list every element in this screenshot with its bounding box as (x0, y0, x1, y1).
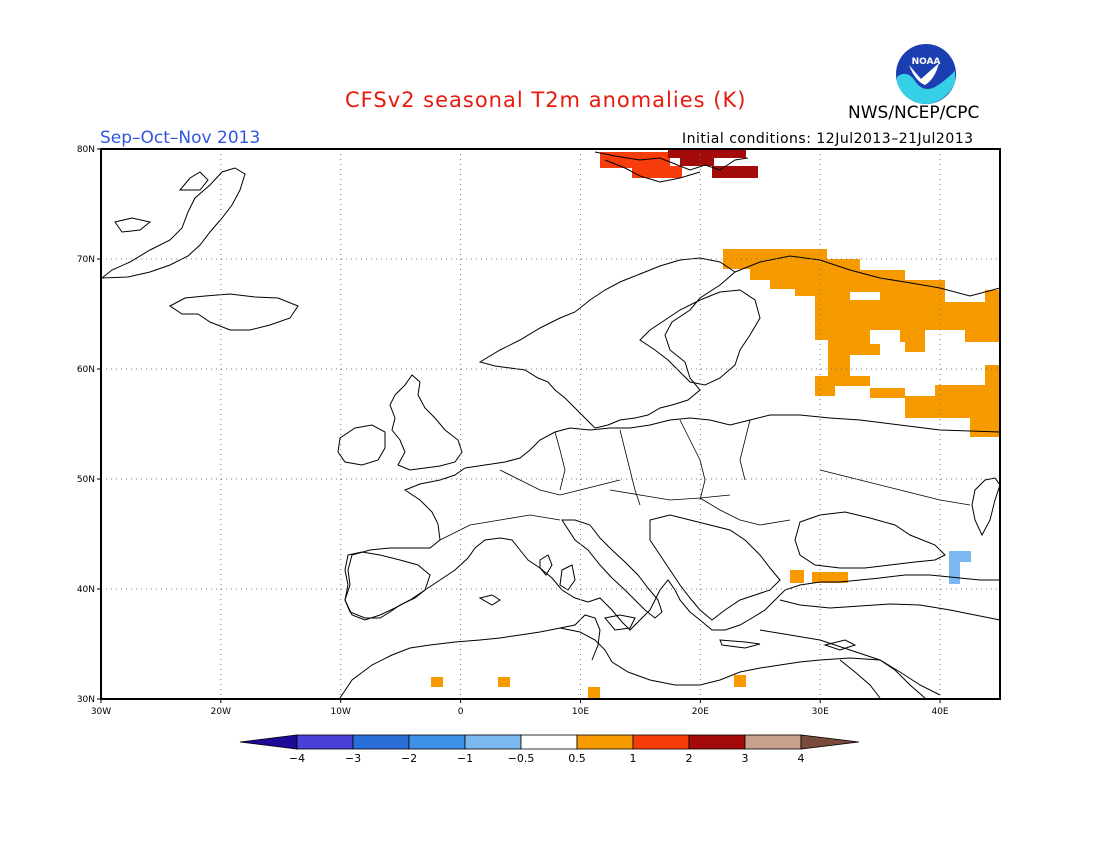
noaa-logo-icon: NOAA (896, 44, 956, 104)
map-title: CFSv2 seasonal T2m anomalies (K) (345, 88, 747, 112)
colorbar-segment (632, 734, 690, 750)
lon-tick-label: 0 (458, 707, 464, 717)
colorbar-segment (296, 734, 354, 750)
anomaly-cell (632, 166, 682, 178)
lon-tick-label: 20E (692, 707, 709, 717)
anomaly-cell-white (870, 330, 900, 344)
colorbar-segment (352, 734, 410, 750)
anomaly-cell-white (850, 292, 880, 300)
colorbar-arrow-right (800, 734, 860, 750)
lat-tick-label: 60N (77, 365, 95, 375)
colorbar-segment (744, 734, 802, 750)
anomaly-cell (600, 152, 670, 168)
lon-tick-label: 30E (812, 707, 829, 717)
lat-tick-label: 40N (77, 585, 95, 595)
colorbar-segment (576, 734, 634, 750)
colorbar-label: −0.5 (508, 752, 535, 765)
map-frame (100, 148, 1001, 700)
axis-ticks: 30W 20W 10W 0 10E 20E 30E 40E 30N 40N 50N 60N 70N 80N (77, 145, 949, 717)
colorbar-label: 3 (742, 752, 749, 765)
anomaly-cell (790, 570, 804, 583)
colorbar-label: −1 (457, 752, 473, 765)
lat-tick-label: 30N (77, 695, 95, 705)
colorbar-arrow-left (239, 734, 298, 750)
anomaly-cell (431, 677, 443, 687)
anomaly-cell (949, 562, 960, 584)
colorbar-segment (408, 734, 466, 750)
anomaly-cell (680, 158, 714, 166)
colorbar-label: 0.5 (568, 752, 586, 765)
anomaly-fill (431, 150, 1000, 699)
anomaly-cell (812, 572, 848, 583)
logo-text: NOAA (912, 57, 941, 67)
lon-tick-label: 10W (331, 707, 351, 717)
lon-tick-label: 20W (211, 707, 231, 717)
colorbar-segment (520, 734, 578, 750)
lat-tick-label: 70N (77, 255, 95, 265)
anomaly-cell (734, 675, 746, 687)
season-label: Sep–Oct–Nov 2013 (100, 128, 261, 148)
coastlines (100, 151, 1001, 699)
colorbar: −4 −3 −2 −1 −0.5 0.5 1 2 3 4 (239, 734, 860, 765)
anomaly-cell (588, 687, 600, 699)
colorbar-label: −4 (289, 752, 305, 765)
colorbar-label: 2 (686, 752, 693, 765)
graticule (101, 149, 1000, 699)
lon-tick-label: 40E (931, 707, 948, 717)
colorbar-label: −3 (345, 752, 361, 765)
anomaly-region-russia (723, 249, 1000, 437)
anomaly-cell (668, 150, 746, 158)
colorbar-label: 1 (630, 752, 637, 765)
lat-tick-label: 80N (77, 145, 95, 155)
colorbar-segment (464, 734, 522, 750)
anomaly-cell (949, 551, 971, 562)
colorbar-segment (688, 734, 746, 750)
colorbar-label: 4 (798, 752, 805, 765)
lon-tick-label: 10E (572, 707, 589, 717)
anomaly-cell (498, 677, 510, 687)
lat-tick-label: 50N (77, 475, 95, 485)
agency-label: NWS/NCEP/CPC (848, 103, 980, 123)
lon-tick-label: 30W (91, 707, 111, 717)
borders (439, 419, 971, 541)
initial-conditions: Initial conditions: 12Jul2013–21Jul2013 (682, 131, 974, 147)
colorbar-label: −2 (401, 752, 417, 765)
anomaly-cell (712, 166, 758, 178)
